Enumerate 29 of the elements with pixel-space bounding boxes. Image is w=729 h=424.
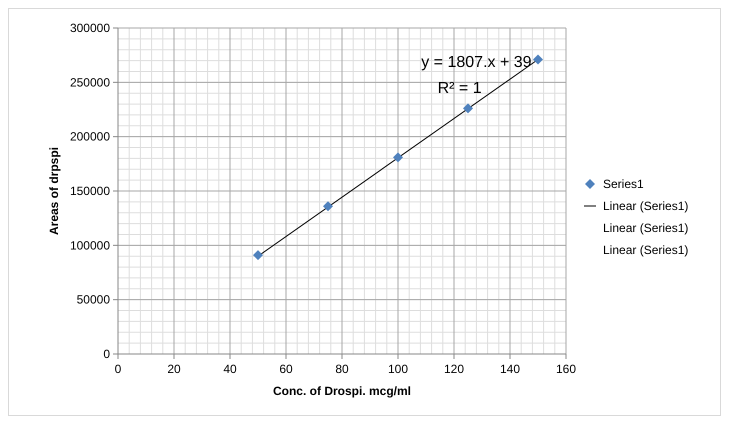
x-tick-label: 60 — [279, 362, 293, 376]
x-axis-title: Conc. of Drospi. mcg/ml — [272, 384, 412, 398]
text: Linear (Series1) — [603, 243, 688, 257]
point — [253, 250, 263, 260]
y-axis-title: Areas of drpspi — [47, 146, 61, 236]
x-tick-label: 0 — [114, 362, 122, 376]
point — [463, 103, 473, 114]
point — [533, 54, 543, 65]
y-tick-label: 100000 — [70, 238, 110, 252]
y-tick-label: 150000 — [70, 184, 110, 198]
y-tick-label: 250000 — [70, 75, 110, 90]
point — [323, 201, 333, 212]
legend-label: Linear (Series1) — [603, 199, 688, 213]
x-tick-label: 120 — [444, 362, 464, 376]
annotation: y = 1807.x + 39 — [421, 54, 532, 72]
y-tick-label: 300000 — [70, 21, 110, 35]
legend-label: Series1 — [603, 177, 644, 191]
x-tick-label: 20 — [167, 362, 181, 376]
text: Linear (Series1) — [603, 221, 688, 235]
y-tick-label: 50000 — [76, 292, 110, 307]
y-tick-label: 0 — [103, 347, 110, 361]
x-tick-label: 140 — [500, 362, 520, 376]
x-tick-label: 40 — [223, 362, 237, 376]
x-tick-label: 160 — [556, 362, 576, 376]
y-tick-label: 200000 — [70, 130, 110, 144]
annotation: R² = 1 — [438, 80, 482, 98]
x-tick-label: 80 — [335, 362, 349, 376]
x-tick-label: 100 — [388, 362, 408, 376]
point — [393, 152, 403, 162]
